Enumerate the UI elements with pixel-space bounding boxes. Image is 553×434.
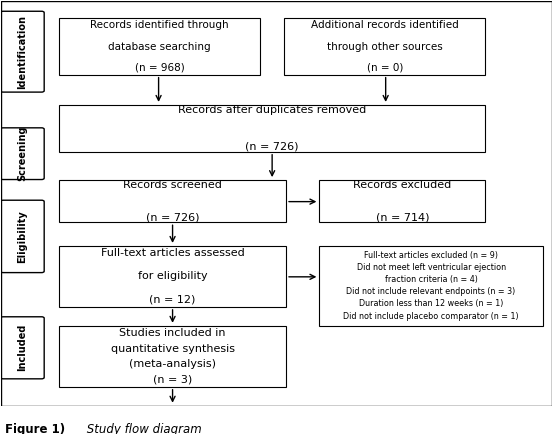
Text: database searching: database searching	[108, 42, 211, 52]
FancyBboxPatch shape	[1, 317, 44, 379]
Text: Identification: Identification	[17, 15, 27, 89]
Text: (n = 968): (n = 968)	[134, 63, 184, 73]
FancyBboxPatch shape	[59, 18, 260, 75]
Text: Additional records identified: Additional records identified	[311, 20, 458, 30]
Text: Studies included in: Studies included in	[119, 328, 226, 338]
FancyBboxPatch shape	[1, 11, 44, 92]
FancyBboxPatch shape	[59, 326, 286, 387]
Text: (n = 12): (n = 12)	[149, 295, 196, 305]
Text: Records excluded: Records excluded	[353, 180, 451, 190]
Text: (meta-analysis): (meta-analysis)	[129, 359, 216, 369]
Text: Study flow diagram: Study flow diagram	[84, 423, 202, 434]
Text: (n = 714): (n = 714)	[375, 212, 429, 222]
FancyBboxPatch shape	[319, 180, 485, 222]
Text: (n = 726): (n = 726)	[146, 212, 199, 222]
FancyBboxPatch shape	[284, 18, 485, 75]
Text: Did not meet left ventricular ejection: Did not meet left ventricular ejection	[357, 263, 505, 272]
Text: Records identified through: Records identified through	[90, 20, 229, 30]
Text: Screening: Screening	[17, 126, 27, 181]
Text: Did not include relevant endpoints (n = 3): Did not include relevant endpoints (n = …	[347, 287, 516, 296]
FancyBboxPatch shape	[59, 180, 286, 222]
Text: fraction criteria (n = 4): fraction criteria (n = 4)	[385, 275, 478, 284]
Text: Full-text articles excluded (n = 9): Full-text articles excluded (n = 9)	[364, 251, 498, 260]
Text: Eligibility: Eligibility	[17, 210, 27, 263]
FancyBboxPatch shape	[59, 105, 485, 152]
FancyBboxPatch shape	[1, 200, 44, 273]
Text: Included: Included	[17, 324, 27, 372]
Text: through other sources: through other sources	[327, 42, 442, 52]
FancyBboxPatch shape	[1, 128, 44, 180]
Text: quantitative synthesis: quantitative synthesis	[111, 344, 234, 354]
Text: Records after duplicates removed: Records after duplicates removed	[178, 105, 366, 115]
Text: Duration less than 12 weeks (n = 1): Duration less than 12 weeks (n = 1)	[359, 299, 503, 309]
FancyBboxPatch shape	[319, 246, 543, 326]
Text: for eligibility: for eligibility	[138, 271, 207, 281]
Text: (n = 726): (n = 726)	[246, 141, 299, 151]
Text: Figure 1): Figure 1)	[5, 423, 65, 434]
Text: (n = 3): (n = 3)	[153, 375, 192, 385]
Text: Full-text articles assessed: Full-text articles assessed	[101, 248, 244, 258]
Text: Did not include placebo comparator (n = 1): Did not include placebo comparator (n = …	[343, 312, 519, 321]
Text: Records screened: Records screened	[123, 180, 222, 190]
FancyBboxPatch shape	[59, 246, 286, 307]
Text: (n = 0): (n = 0)	[367, 63, 403, 73]
